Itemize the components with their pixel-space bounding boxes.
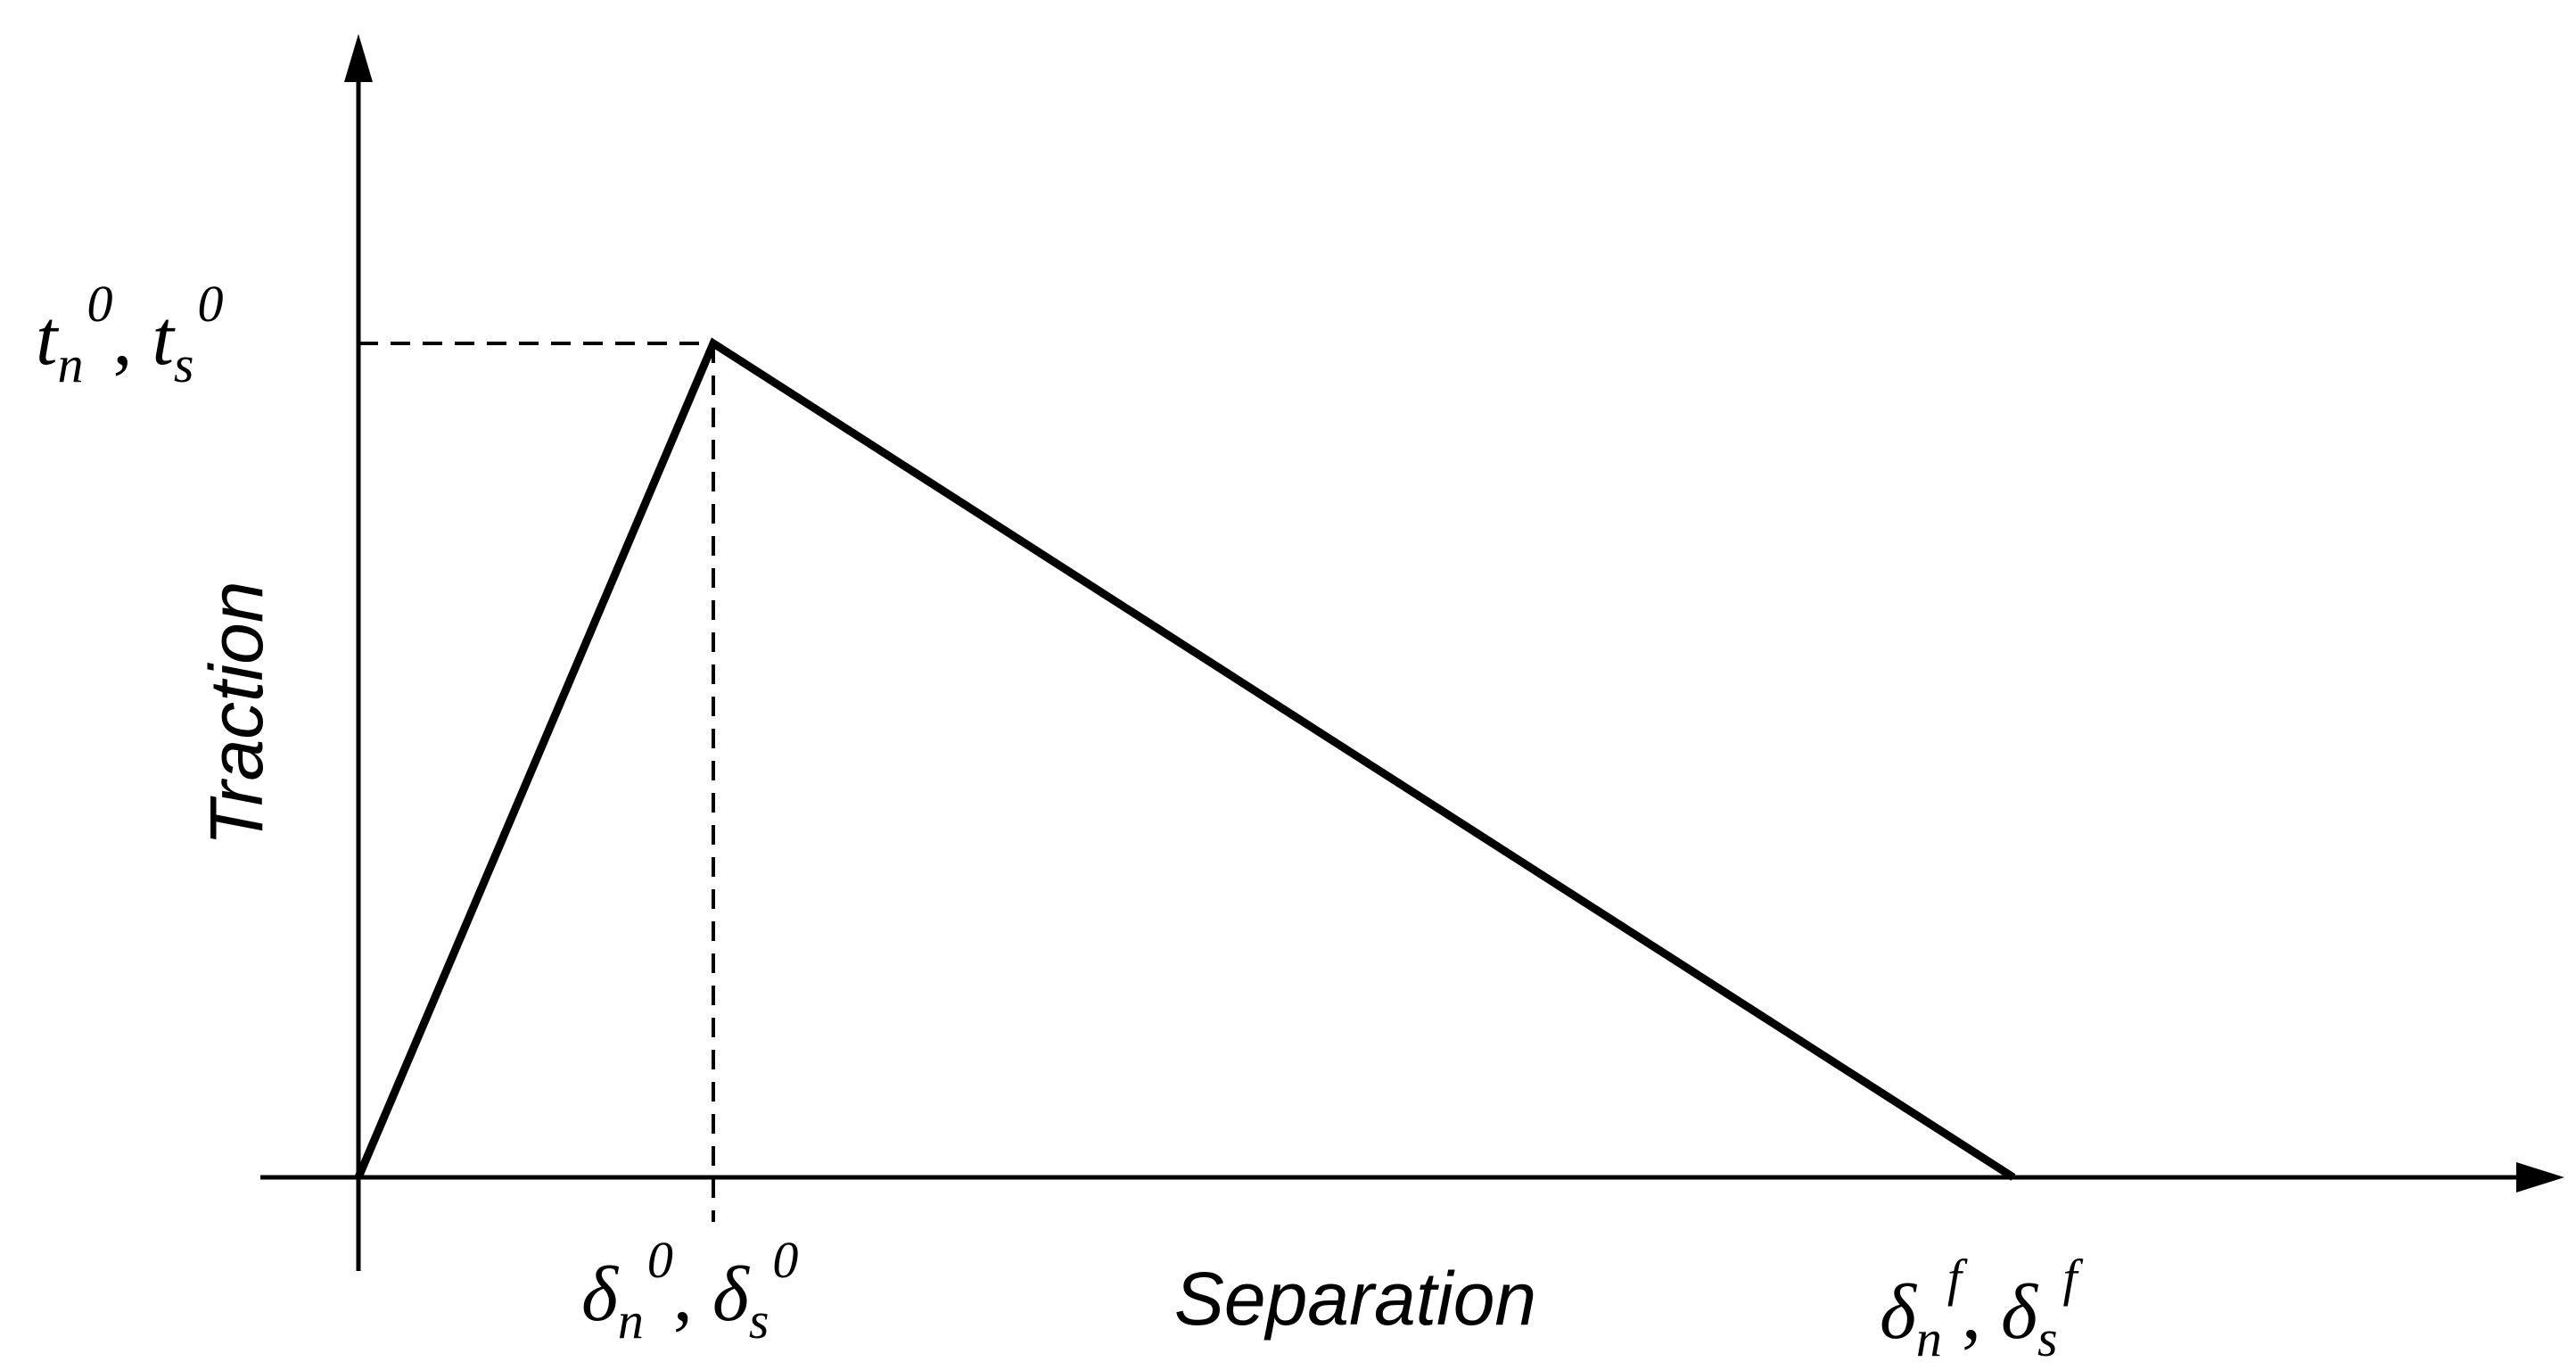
onset-separation-label: δn0, δs0 — [581, 1231, 798, 1349]
traction-separation-curve — [354, 337, 2016, 1181]
y-axis-title: Traction — [194, 581, 278, 846]
failure-separation-label: δnf, δsf — [1880, 1249, 2084, 1367]
x-axis-arrowhead — [2516, 1162, 2564, 1193]
peak-traction-label: tn0, ts0 — [36, 275, 223, 393]
y-axis-arrowhead — [344, 34, 373, 82]
x-axis-title: Separation — [1174, 1257, 1536, 1341]
